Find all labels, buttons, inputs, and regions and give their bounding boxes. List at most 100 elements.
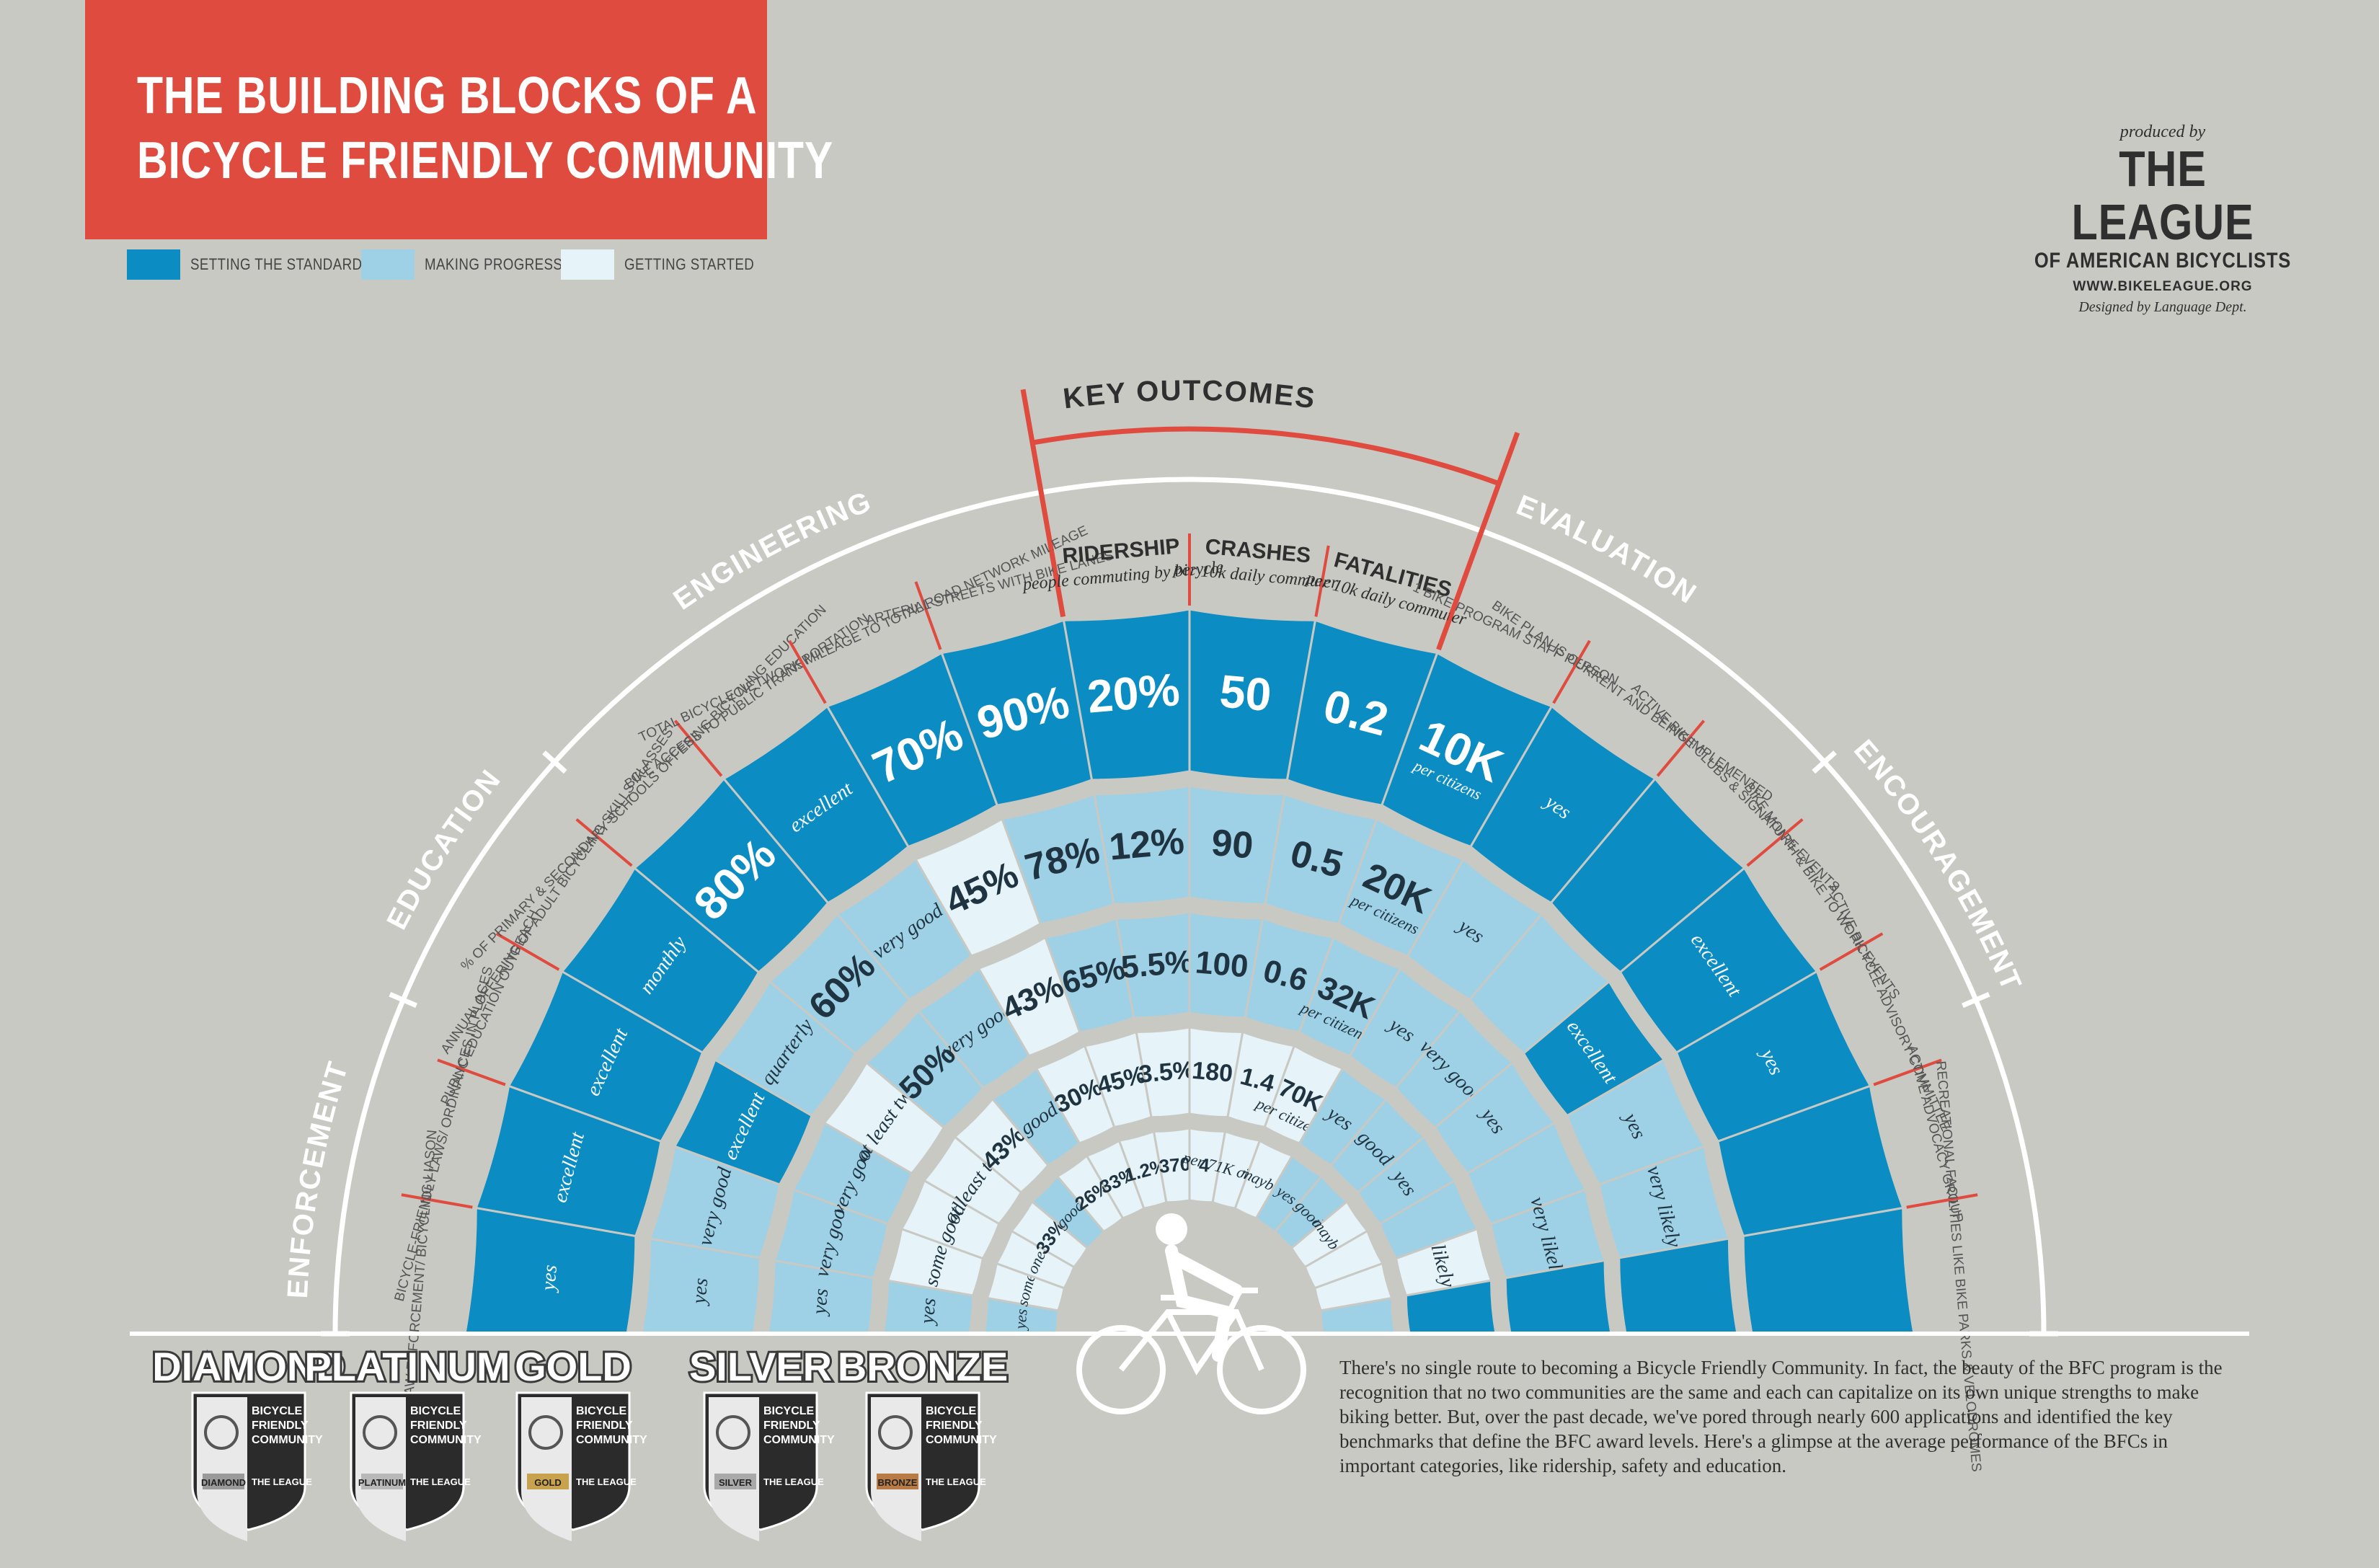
category-separator	[1552, 639, 1591, 704]
badge-text: BICYCLE	[252, 1405, 303, 1417]
ring-diamond: yesexcellentexcellentmonthly80%excellent…	[464, 608, 1915, 1335]
cell-value: 12%	[1107, 820, 1186, 869]
badge-text: COMMUNITY	[252, 1434, 323, 1446]
badge-level-label: DIAMOND	[201, 1477, 246, 1488]
badge-text: COMMUNITY	[926, 1434, 997, 1446]
key-outcomes-bracket	[1032, 426, 1500, 486]
category-separator	[1437, 581, 1465, 650]
title-line-2: BICYCLE FRIENDLY COMMUNITY	[137, 132, 834, 190]
level-badge: BRONZE BICYCLE FRIENDLY COMMUNITY THE LEAGUE	[865, 1391, 997, 1541]
rider-head	[1156, 1213, 1187, 1245]
badge-level-label: PLATINUM	[358, 1477, 406, 1488]
cell-value: 90	[1210, 822, 1255, 867]
category-separator	[1906, 1193, 1978, 1209]
produced-by: produced by	[2119, 123, 2206, 141]
cell-value: 3.5%	[1138, 1056, 1196, 1089]
category-separator	[1656, 719, 1706, 777]
cell-value: yes	[808, 1288, 833, 1317]
level-name: GOLD	[515, 1344, 632, 1389]
cell-value: yes	[537, 1264, 562, 1293]
category-separator	[1819, 932, 1884, 971]
cell-value: 370	[1159, 1153, 1192, 1177]
legend-swatch	[127, 249, 180, 280]
category-separator	[401, 1193, 473, 1209]
cell-value: 20%	[1085, 663, 1182, 723]
badge-emblem-icon	[878, 1415, 913, 1450]
category-separator	[437, 1058, 506, 1086]
description: There's no single route to becoming a Bi…	[1339, 1357, 2223, 1476]
key-outcomes-label: KEY OUTCOMES	[1061, 375, 1317, 415]
badge-text: FRIENDLY	[252, 1419, 309, 1432]
badge-org: THE LEAGUE	[576, 1476, 637, 1487]
legend-label: MAKING PROGRESS	[425, 255, 563, 273]
category-separator	[788, 639, 827, 704]
badge-emblem-icon	[716, 1415, 750, 1450]
badge-text: FRIENDLY	[763, 1419, 820, 1432]
level-badge: DIAMOND BICYCLE FRIENDLY COMMUNITY THE LEAGU…	[191, 1391, 323, 1541]
badge-level-label: SILVER	[719, 1477, 753, 1488]
category-separator	[1314, 545, 1330, 617]
badge-text: BICYCLE	[926, 1405, 977, 1417]
badge-org: THE LEAGUE	[926, 1476, 986, 1487]
level-name: DIAMOND	[152, 1344, 345, 1389]
title-banner: THE BUILDING BLOCKS OF A BICYCLE FRIENDL…	[85, 0, 833, 239]
cell-value: 50	[1218, 665, 1273, 721]
badge-level-label: GOLD	[534, 1477, 562, 1488]
badge-text: COMMUNITY	[763, 1434, 835, 1446]
league-subtitle: OF AMERICAN BICYCLISTS	[2034, 249, 2292, 273]
category-separator	[1049, 545, 1065, 617]
cell-value: 100	[1194, 944, 1249, 984]
badge-text: BICYCLE	[576, 1405, 627, 1417]
cell-value: 4	[1198, 1153, 1211, 1176]
outer-arc-tick	[1812, 750, 1837, 774]
badge-level-label: BRONZE	[878, 1477, 918, 1488]
cell-value: yes	[916, 1297, 940, 1326]
section-label: ENFORCEMENT	[282, 1057, 355, 1299]
badge-org: THE LEAGUE	[410, 1476, 471, 1487]
level-badge: PLATINUM BICYCLE FRIENDLY COMMUNITY THE LEAG…	[350, 1391, 482, 1541]
bicycle-icon	[1076, 1213, 1306, 1414]
cell-value: 5.5%	[1120, 944, 1195, 985]
badge-text: FRIENDLY	[926, 1419, 983, 1432]
level-name: BRONZE	[838, 1344, 1008, 1389]
credits: produced by THE LEAGUE OF AMERICAN BICYC…	[2011, 123, 2314, 316]
badge-text: COMMUNITY	[410, 1434, 482, 1446]
legend-swatch	[361, 249, 415, 280]
designer-credit: Designed by Language Dept.	[2078, 299, 2247, 315]
badge-text: COMMUNITY	[576, 1434, 647, 1446]
level-name: SILVER	[689, 1344, 832, 1389]
outer-arc-tick	[1962, 991, 1990, 1009]
badge-org: THE LEAGUE	[252, 1476, 312, 1487]
category-separator	[575, 818, 633, 867]
legend-label: GETTING STARTED	[624, 255, 755, 273]
category-separator	[1873, 1058, 1942, 1086]
league-name: THE LEAGUE	[2071, 141, 2254, 250]
badge-org: THE LEAGUE	[763, 1476, 824, 1487]
badge-text: BICYCLE	[410, 1405, 461, 1417]
badge-text: FRIENDLY	[410, 1419, 467, 1432]
legend-label: SETTING THE STANDARD	[190, 255, 363, 273]
cell-value: yes	[1011, 1308, 1031, 1331]
legend-getting-started: GETTING STARTED	[561, 248, 777, 281]
category-separator	[673, 719, 723, 777]
legend-making-progress: MAKING PROGRESS	[361, 248, 587, 281]
title-line-1: THE BUILDING BLOCKS OF A	[137, 67, 758, 125]
category-separator	[1746, 818, 1804, 867]
badge-text: FRIENDLY	[576, 1419, 633, 1432]
badge-emblem-icon	[363, 1415, 397, 1450]
outer-arc	[332, 477, 2047, 1334]
category-separator	[495, 932, 560, 971]
outer-arc-tick	[389, 991, 417, 1009]
league-url: WWW.BIKELEAGUE.ORG	[2073, 279, 2253, 294]
badge-emblem-icon	[528, 1415, 563, 1450]
badge-text: BICYCLE	[763, 1405, 815, 1417]
cell-value: 180	[1191, 1057, 1234, 1088]
level-name: PLATINUM	[304, 1344, 510, 1389]
cell-value: yes	[688, 1277, 712, 1306]
section-label: EVALUATION	[1512, 489, 1702, 610]
